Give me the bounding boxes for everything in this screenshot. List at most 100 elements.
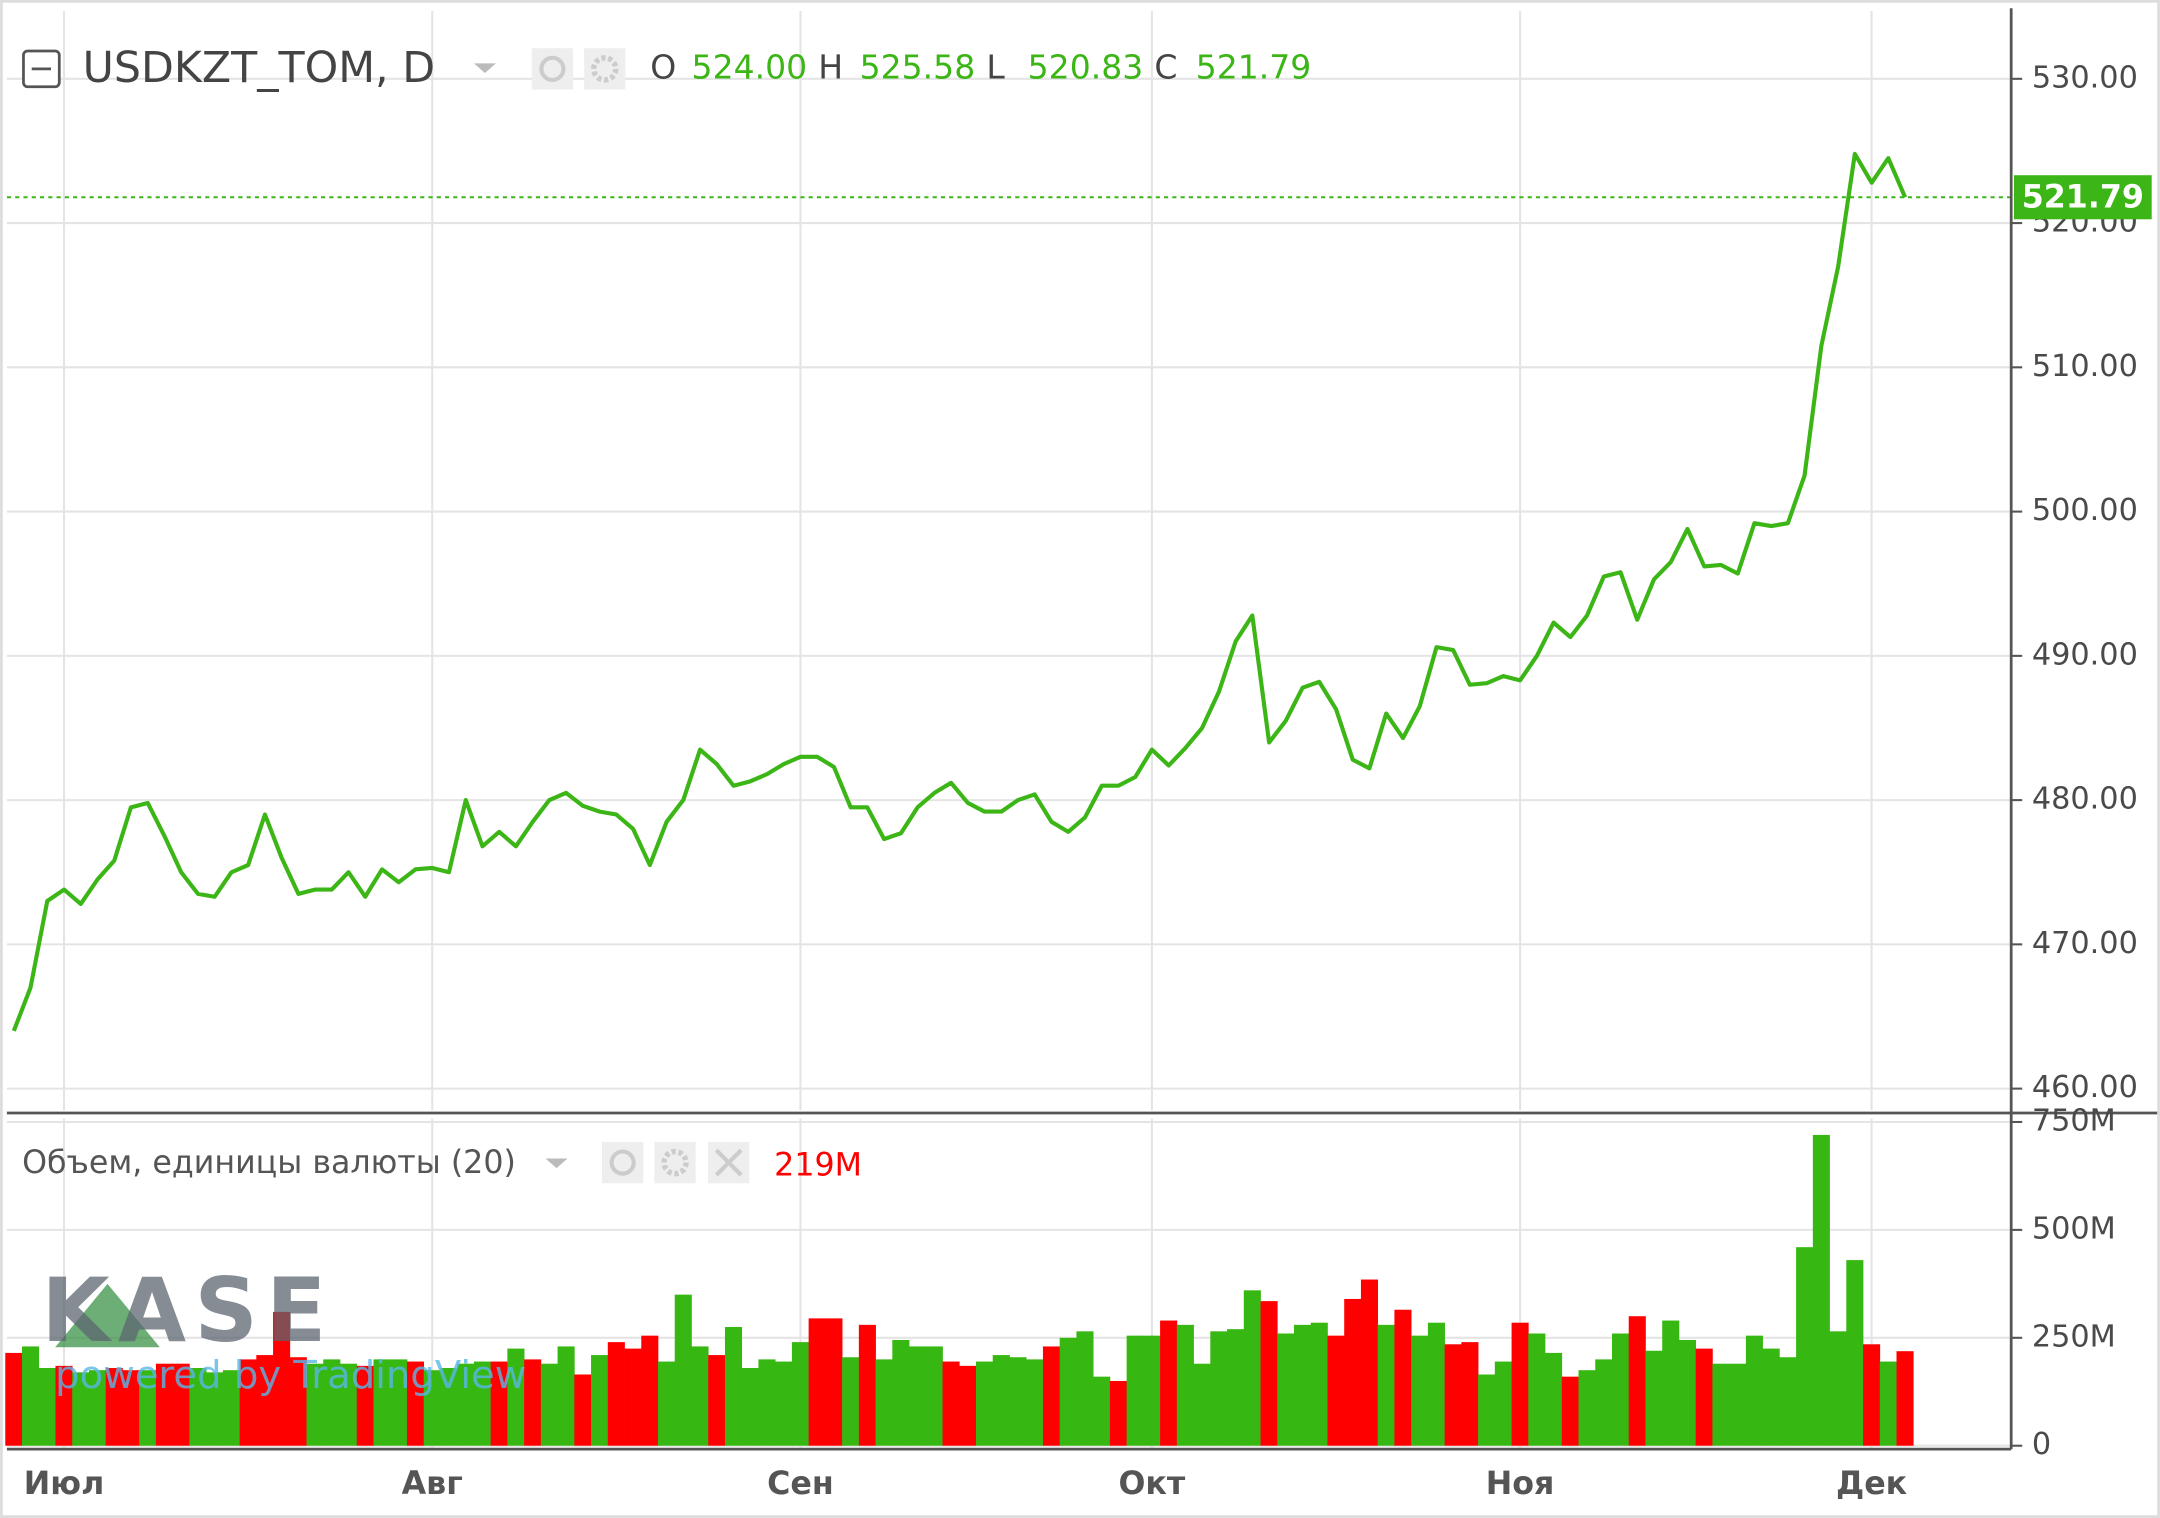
volume-bar (1377, 1324, 1395, 1446)
y-tick-label: 750M (2032, 1103, 2116, 1138)
volume-bar (1812, 1134, 1830, 1446)
volume-bar (323, 1359, 341, 1446)
eye-icon (539, 55, 566, 82)
volume-bar (306, 1363, 324, 1446)
ohlc-key: H (818, 47, 843, 86)
volume-bar (1210, 1331, 1228, 1446)
close-icon (714, 1148, 743, 1177)
volume-title: Объем, единицы валюты (20) (22, 1145, 516, 1181)
volume-bar (490, 1361, 508, 1446)
symbol: USDKZT_TOM, D (83, 43, 435, 93)
volume-bar (1846, 1260, 1864, 1446)
volume-last: 219M (774, 1148, 862, 1184)
settings-button[interactable] (584, 48, 626, 90)
x-tick-label: Дек (1836, 1466, 1908, 1502)
volume-bar (1461, 1342, 1479, 1446)
eye-icon (609, 1149, 636, 1176)
settings-button[interactable] (654, 1141, 696, 1184)
x-tick-label: Ноя (1486, 1466, 1555, 1502)
price-line (11, 151, 1908, 1032)
volume-bar (1578, 1370, 1596, 1446)
volume-bar (1879, 1361, 1897, 1446)
volume-bar (591, 1355, 609, 1446)
ohlc-value: 520.83 (1028, 47, 1144, 86)
volume-bar (1042, 1346, 1061, 1446)
volume-bar (992, 1355, 1010, 1446)
volume-bar (641, 1335, 659, 1446)
volume-bar (1160, 1320, 1178, 1446)
y-tick-label: 480.00 (2032, 782, 2138, 817)
volume-bar (741, 1368, 759, 1446)
y-tick-label: 530.00 (2032, 60, 2138, 95)
y-tick-label: 500.00 (2032, 493, 2138, 528)
volume-bar (624, 1348, 642, 1446)
volume-bar (356, 1365, 374, 1446)
logo-triangle (55, 1283, 160, 1348)
volume-bar (942, 1361, 960, 1446)
volume-bar (390, 1359, 408, 1446)
volume-bar (791, 1342, 809, 1446)
marks (5, 151, 2012, 1446)
last-price-label: 521.79 (2022, 180, 2144, 216)
volume-bar (340, 1363, 358, 1446)
volume-bar (1427, 1322, 1445, 1446)
volume-bar (1478, 1374, 1496, 1446)
volume-bar (289, 1357, 307, 1446)
volume-bar (858, 1324, 876, 1446)
volume-bar (825, 1318, 843, 1446)
gear-icon (590, 55, 619, 83)
volume-bar (1896, 1351, 1914, 1446)
volume-bar (540, 1363, 558, 1446)
volume-bar (1444, 1344, 1462, 1446)
volume-bar (1745, 1335, 1763, 1446)
volume-bar (1678, 1339, 1697, 1446)
volume-bar (55, 1365, 73, 1446)
volume-bar (1009, 1357, 1027, 1446)
volume-bar (273, 1311, 291, 1446)
visibility-button[interactable] (602, 1141, 644, 1184)
volume-bar (1327, 1335, 1345, 1446)
volume-bar (122, 1370, 140, 1446)
ohlc-key: C (1154, 47, 1177, 86)
volume-bar (1528, 1333, 1546, 1446)
volume-bar (1243, 1290, 1261, 1446)
dropdown-arrow[interactable] (473, 63, 496, 74)
volume-bar (1645, 1350, 1663, 1446)
ohlc-key: L (986, 47, 1005, 86)
volume-bar (607, 1342, 625, 1446)
volume-bar (959, 1365, 977, 1446)
volume-bar (1796, 1247, 1814, 1446)
volume-bar (1762, 1348, 1780, 1446)
y-tick-label: 500M (2032, 1211, 2116, 1246)
volume-bar (1863, 1344, 1881, 1446)
volume-bar (1595, 1359, 1613, 1446)
volume-bar (808, 1318, 826, 1446)
volume-bar (256, 1355, 274, 1446)
volume-bar (1628, 1316, 1646, 1446)
y-tick-label: 470.00 (2032, 926, 2138, 961)
y-tick-label: 0 (2032, 1427, 2051, 1462)
volume-bar (22, 1346, 40, 1446)
ohlc-value: 521.79 (1196, 47, 1312, 86)
dropdown-arrow[interactable] (545, 1158, 568, 1169)
volume-bar (222, 1370, 240, 1446)
volume-bar (1394, 1309, 1412, 1446)
ohlc: O 524.00 H 525.58 L 520.83 C 521.79 (650, 47, 1311, 86)
volume-bar (708, 1355, 726, 1446)
volume-bar (691, 1346, 709, 1446)
volume-bar (373, 1359, 391, 1446)
volume-bar (457, 1363, 475, 1446)
volume-bar (5, 1352, 23, 1446)
volume-bar (206, 1372, 224, 1446)
ohlc-value: 525.58 (860, 47, 976, 86)
volume-bar (1360, 1279, 1379, 1446)
x-tick-label: Окт (1119, 1466, 1186, 1502)
volume-bar (1695, 1348, 1713, 1446)
volume-bar (892, 1339, 910, 1446)
visibility-button[interactable] (531, 48, 574, 90)
volume-bar (1277, 1333, 1295, 1446)
volume-bar (1511, 1322, 1529, 1446)
last-price-box (2013, 175, 2152, 220)
volume-bar (574, 1374, 592, 1446)
